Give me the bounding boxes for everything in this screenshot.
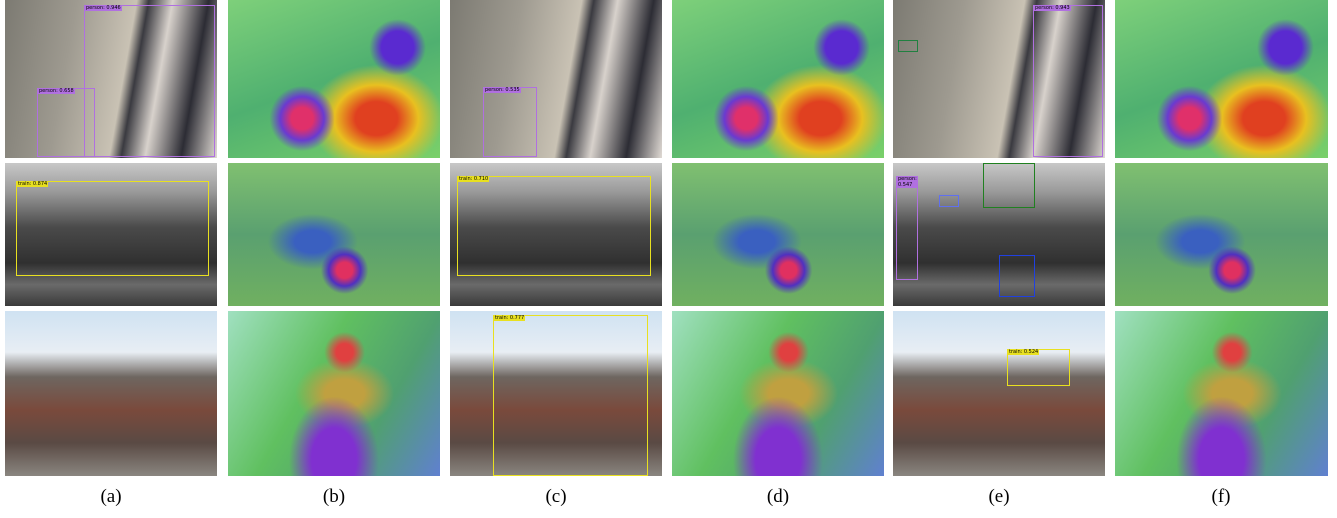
detection-box: person: 0.535 [483, 87, 537, 157]
image: train: 0.777 [450, 311, 662, 476]
heatmap [1115, 163, 1328, 306]
heatmap [672, 163, 884, 306]
detection-label: train: 0.777 [494, 315, 526, 321]
heatmap [1115, 311, 1328, 476]
heatmap [228, 311, 440, 476]
detection-label: train: 0.710 [458, 176, 490, 182]
image: train: 0.524 [893, 311, 1105, 476]
detection-box: train: 0.524 [1007, 349, 1070, 386]
detection-label: person: 0.547 [897, 176, 918, 188]
detection-box: train: 0.710 [457, 176, 651, 276]
detection-label: person: 0.943 [1034, 5, 1071, 11]
caption: (a) [100, 486, 122, 507]
detection-box: person: 0.943 [1033, 5, 1103, 157]
detection-box: person: 0.946 [84, 5, 215, 157]
image [5, 311, 217, 476]
detection-box: train: 0.777 [493, 315, 648, 476]
caption: (e) [988, 486, 1010, 507]
heatmap [228, 0, 440, 158]
caption: (f) [1211, 486, 1231, 507]
detection-box: person: 0.658 [37, 88, 95, 157]
image: person: 0.943 [893, 0, 1105, 158]
caption: (d) [766, 486, 790, 507]
heatmap [672, 0, 884, 158]
heatmap [1115, 0, 1328, 158]
detection-label: train: 0.874 [17, 181, 49, 187]
detection-label: person: 0.946 [85, 5, 122, 11]
detection-box [939, 195, 959, 207]
heatmap [228, 163, 440, 306]
image: person: 0.946 person: 0.658 [5, 0, 217, 158]
image: train: 0.710 [450, 163, 662, 306]
detection-box [983, 163, 1035, 208]
detection-box: train: 0.874 [16, 181, 209, 276]
detection-box [999, 255, 1035, 297]
image: train: 0.874 [5, 163, 217, 306]
image: person: 0.535 [450, 0, 662, 158]
detection-label: person: 0.535 [484, 87, 521, 93]
detection-box [898, 40, 918, 52]
image: person: 0.547 [893, 163, 1105, 306]
detection-box: person: 0.547 [896, 176, 918, 280]
caption: (c) [545, 486, 567, 507]
heatmap [672, 311, 884, 476]
detection-label: train: 0.524 [1008, 349, 1040, 355]
detection-label: person: 0.658 [38, 88, 75, 94]
caption: (b) [322, 486, 346, 507]
